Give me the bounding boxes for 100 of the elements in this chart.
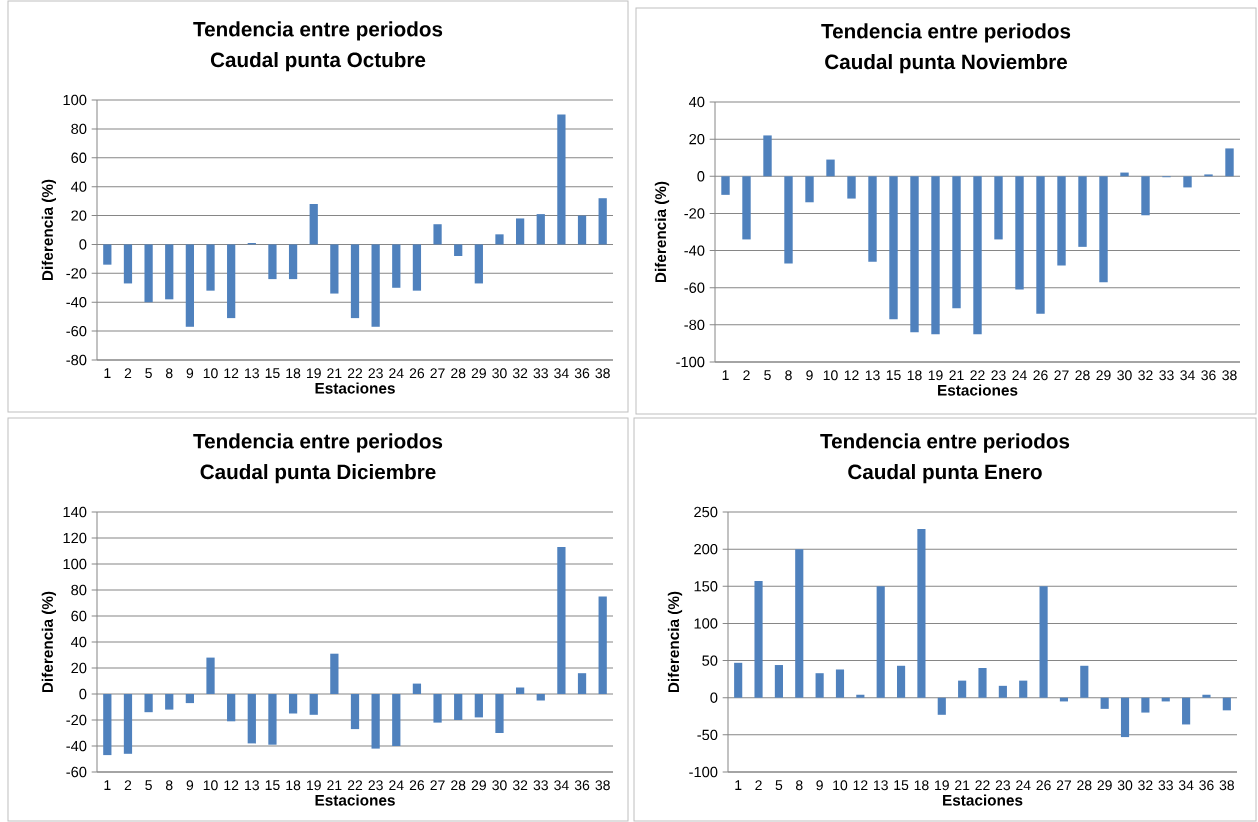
x-tick-label: 13 xyxy=(245,780,259,791)
x-tick-label: 32 xyxy=(512,780,528,791)
y-tick-label: 20 xyxy=(71,662,87,674)
bar xyxy=(952,176,961,309)
x-tick-label: 38 xyxy=(1219,780,1234,791)
bar xyxy=(392,244,401,288)
y-tick-label: 150 xyxy=(694,581,718,592)
y-tick-label: -60 xyxy=(66,325,87,337)
x-tick-label: 29 xyxy=(1097,780,1112,791)
bar xyxy=(598,198,607,245)
bar xyxy=(742,176,751,240)
x-tick-label: 9 xyxy=(186,368,194,379)
y-tick-label: 100 xyxy=(63,94,87,106)
x-tick-label: 29 xyxy=(471,780,486,791)
x-tick-label: 18 xyxy=(286,368,301,379)
x-tick-label: 22 xyxy=(970,370,985,381)
x-tick-label: 23 xyxy=(368,780,383,791)
x-tick-label: 12 xyxy=(224,368,239,379)
x-tick-label: 18 xyxy=(907,370,922,381)
x-tick-label: 22 xyxy=(975,780,990,791)
bar xyxy=(454,244,463,256)
bar xyxy=(557,547,566,694)
y-tick-label: 20 xyxy=(71,210,87,221)
bar xyxy=(774,665,783,698)
bar xyxy=(1222,697,1231,711)
y-axis-title: Diferencia (%) xyxy=(654,181,670,283)
x-tick-label: 24 xyxy=(1012,370,1027,381)
bar xyxy=(577,673,587,694)
x-axis-title: Estaciones xyxy=(315,794,395,806)
x-tick-label: 26 xyxy=(1036,780,1051,791)
x-tick-label: 29 xyxy=(471,368,486,379)
x-tick-label: 26 xyxy=(1033,370,1048,381)
bar xyxy=(144,244,153,303)
bar xyxy=(795,549,804,698)
bar xyxy=(1057,176,1066,266)
bar xyxy=(227,694,236,722)
chart-subtitle: Caudal punta Noviembre xyxy=(825,54,1068,74)
bar xyxy=(330,244,339,294)
bar xyxy=(784,176,793,264)
bar xyxy=(288,694,298,714)
y-tick-label: -100 xyxy=(689,766,718,778)
chart-subtitle: Caudal punta Diciembre xyxy=(200,464,436,484)
x-tick-label: 30 xyxy=(492,780,507,791)
x-tick-label: 8 xyxy=(165,368,173,379)
x-tick-label: 15 xyxy=(265,368,280,379)
x-tick-label: 32 xyxy=(1138,780,1153,791)
x-tick-label: 28 xyxy=(1075,370,1090,381)
y-tick-label: 100 xyxy=(694,618,718,629)
x-tick-label: 2 xyxy=(755,780,762,791)
x-tick-label: 26 xyxy=(409,780,425,791)
chart-title: Tendencia entre periodos xyxy=(821,23,1071,43)
bar xyxy=(1019,680,1028,698)
bar xyxy=(1141,176,1150,216)
bar xyxy=(412,244,422,291)
bar xyxy=(1015,176,1024,290)
bar xyxy=(165,694,174,710)
bar xyxy=(1120,697,1130,738)
bar xyxy=(288,244,298,280)
x-tick-label: 8 xyxy=(165,780,173,791)
bar xyxy=(978,668,987,698)
bar xyxy=(1036,176,1045,314)
y-tick-label: 80 xyxy=(71,584,87,596)
bar xyxy=(433,694,442,723)
bar xyxy=(165,244,174,300)
y-tick-label: -40 xyxy=(66,297,87,308)
y-axis-title: Diferencia (%) xyxy=(667,591,683,693)
x-tick-label: 19 xyxy=(935,780,949,791)
x-axis-title: Estaciones xyxy=(315,382,395,394)
bar xyxy=(103,244,112,265)
x-tick-label: 10 xyxy=(203,780,218,791)
x-tick-label: 9 xyxy=(816,780,823,791)
x-tick-label: 12 xyxy=(853,780,868,791)
bar xyxy=(206,244,215,291)
y-tick-label: -20 xyxy=(66,268,87,279)
x-axis-title: Estaciones xyxy=(943,794,1023,806)
x-tick-label: 24 xyxy=(389,780,404,791)
chart-subtitle: Caudal punta Octubre xyxy=(210,52,426,72)
bar xyxy=(350,694,360,730)
bar xyxy=(598,596,607,694)
x-tick-label: 36 xyxy=(1201,370,1216,381)
bar xyxy=(889,176,898,320)
y-tick-label: -50 xyxy=(697,729,718,741)
y-tick-label: 200 xyxy=(694,543,718,555)
x-tick-label: 19 xyxy=(307,780,321,791)
bar xyxy=(123,694,133,754)
y-tick-label: 60 xyxy=(71,152,87,163)
x-tick-label: 5 xyxy=(764,370,771,381)
y-tick-label: -80 xyxy=(684,319,705,331)
x-tick-label: 33 xyxy=(1159,370,1174,381)
x-tick-label: 15 xyxy=(894,780,909,791)
bar xyxy=(392,694,401,746)
bar xyxy=(474,244,483,284)
bar xyxy=(268,244,277,280)
y-tick-label: 0 xyxy=(710,692,718,703)
chart-title: Tendencia entre periodos xyxy=(193,21,443,41)
x-tick-label: 34 xyxy=(554,780,569,791)
x-tick-label: 15 xyxy=(886,370,901,381)
x-tick-label: 34 xyxy=(1178,780,1194,791)
chart-title: Tendencia entre periodos xyxy=(193,433,443,453)
bar xyxy=(185,244,195,327)
